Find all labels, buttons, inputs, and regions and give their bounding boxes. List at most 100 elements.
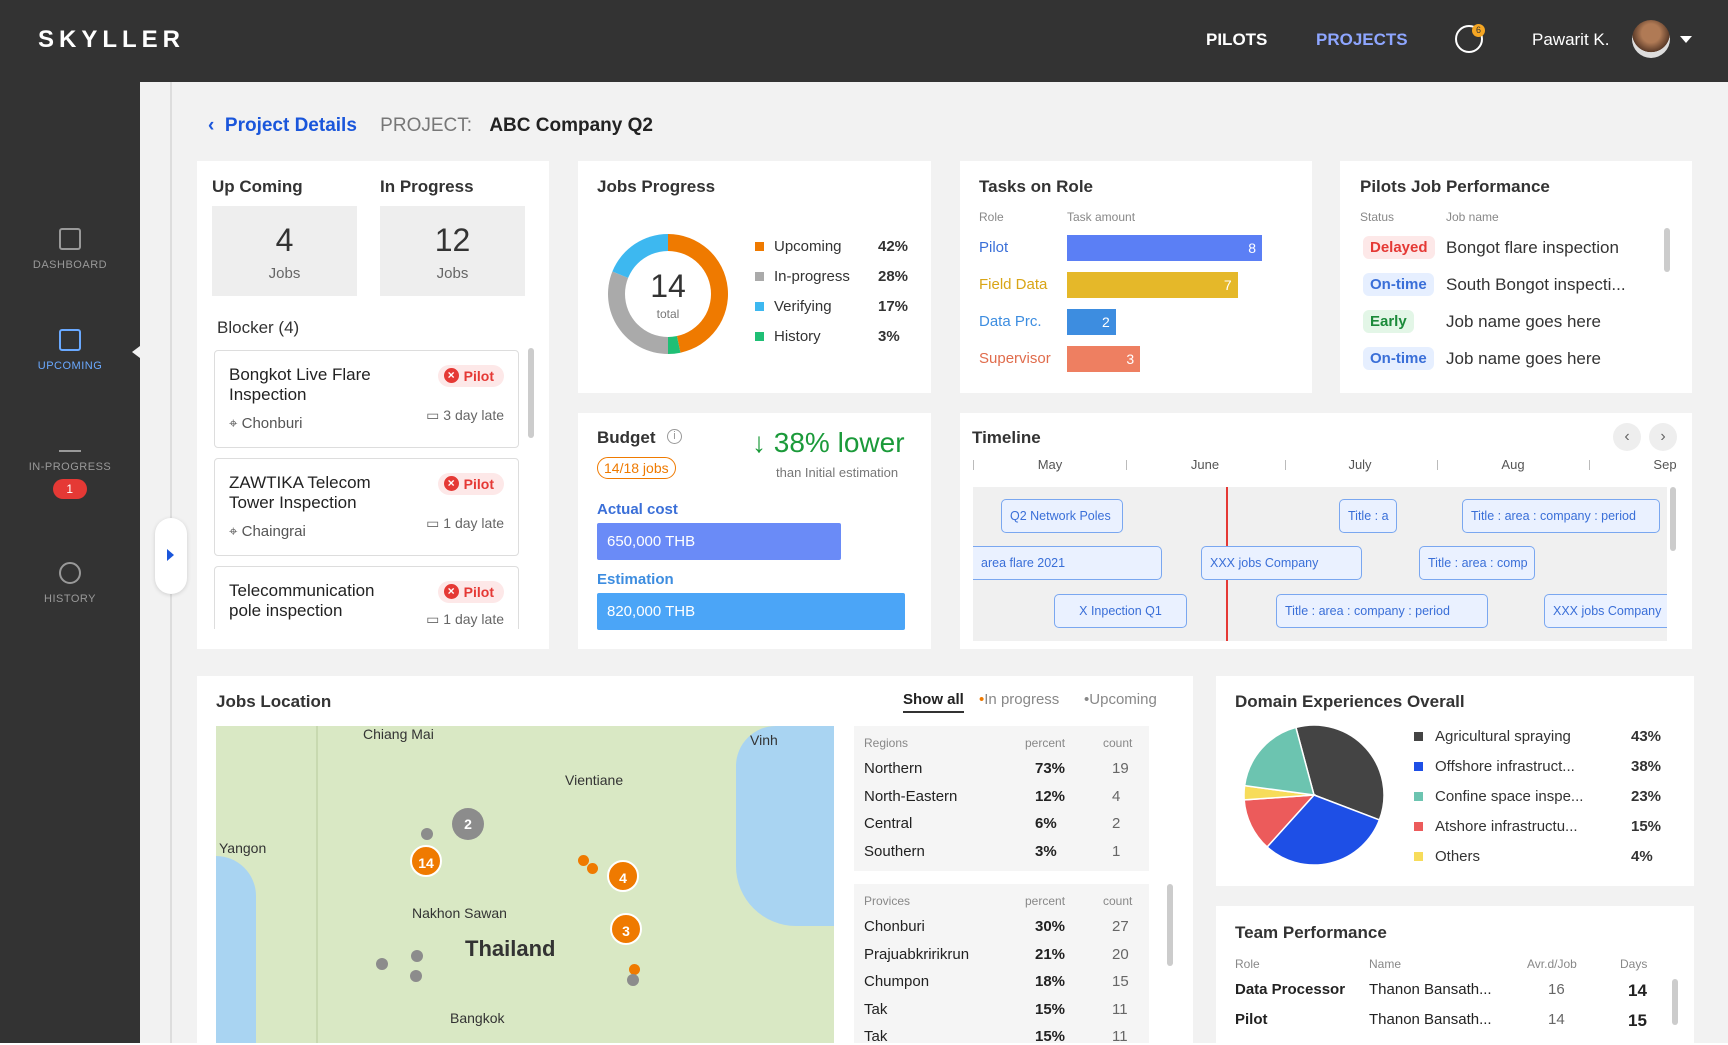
- scrollbar[interactable]: [1670, 487, 1676, 551]
- timeline-event[interactable]: area flare 2021: [973, 546, 1162, 580]
- blocker-tag: Pilot: [437, 473, 504, 495]
- pilots-col-job: Job name: [1446, 210, 1499, 224]
- history-icon: [59, 562, 81, 584]
- team-card: [1216, 906, 1694, 1043]
- legend-label: In-progress: [774, 268, 850, 285]
- sidebar-item-history[interactable]: HISTORY: [0, 562, 140, 605]
- table-cell: 21%: [1035, 945, 1066, 963]
- nav-pilots[interactable]: PILOTS: [1206, 30, 1268, 49]
- map-pin[interactable]: [587, 863, 598, 874]
- back-link[interactable]: ‹ Project Details: [208, 115, 357, 136]
- blocker-item[interactable]: Bongkot Live Flare Inspection ⌖ Chonburi…: [214, 350, 519, 448]
- map-pin[interactable]: [421, 828, 433, 840]
- tasks-col-amount: Task amount: [1067, 210, 1136, 224]
- legend-item: Atshore infrastructu... 15%: [1414, 818, 1664, 835]
- map-cluster[interactable]: 14: [410, 845, 442, 877]
- legend-percent: 17%: [878, 298, 909, 315]
- map-cluster[interactable]: 2: [452, 808, 484, 840]
- timeline-event[interactable]: Title : area : company : period: [1276, 594, 1488, 628]
- legend-label: Upcoming: [774, 238, 842, 255]
- table-header: percent: [1025, 894, 1066, 908]
- avatar[interactable]: [1632, 20, 1670, 58]
- sidebar-item-dashboard[interactable]: DASHBOARD: [0, 228, 140, 271]
- job-name[interactable]: Job name goes here: [1446, 349, 1601, 368]
- job-name[interactable]: Job name goes here: [1446, 312, 1601, 331]
- status-badge: On-time: [1363, 347, 1434, 370]
- upcoming-count-box[interactable]: 4 Jobs: [212, 206, 357, 296]
- table-cell: 27: [1112, 918, 1129, 935]
- chevron-left-icon[interactable]: ‹: [1613, 423, 1641, 451]
- table-cell: Chonburi: [864, 918, 925, 935]
- legend-swatch: [1414, 852, 1423, 861]
- filter-show-all[interactable]: Show all: [903, 691, 964, 713]
- table-cell: 11: [1112, 1000, 1128, 1018]
- legend-swatch: [1414, 732, 1423, 741]
- map-label: Nakhon Sawan: [412, 905, 507, 921]
- table-header: Name: [1369, 957, 1402, 971]
- timeline-month: May: [1037, 457, 1063, 472]
- inprogress-count-box[interactable]: 12 Jobs: [380, 206, 525, 296]
- job-name[interactable]: Bongot flare inspection: [1446, 238, 1619, 257]
- sidebar-item-inprogress[interactable]: IN-PROGRESS 1: [0, 430, 140, 499]
- blocker-item[interactable]: ZAWTIKA Telecom Tower Inspection ⌖ Chain…: [214, 458, 519, 556]
- chevron-right-icon: [167, 549, 174, 561]
- task-bar[interactable]: 3: [1067, 346, 1141, 372]
- domain-title: Domain Experiences Overall: [1235, 692, 1465, 711]
- info-icon[interactable]: i: [667, 429, 682, 444]
- timeline-event[interactable]: Title : area : comp: [1419, 546, 1535, 580]
- chevron-right-icon[interactable]: ›: [1649, 423, 1677, 451]
- scrollbar[interactable]: [1672, 979, 1678, 1025]
- table-cell: 12%: [1035, 787, 1066, 805]
- chevron-down-icon[interactable]: [1680, 36, 1692, 43]
- timeline-event[interactable]: Q2 Network Poles: [1001, 499, 1123, 533]
- regions-table: [854, 726, 1149, 871]
- map[interactable]: Chiang Mai Vinh Vientiane Yangon Nakhon …: [216, 726, 834, 1043]
- job-name[interactable]: South Bongot inspecti...: [1446, 275, 1626, 294]
- sidebar-item-upcoming[interactable]: UPCOMING: [0, 329, 140, 372]
- timeline-event[interactable]: X Inpection Q1: [1054, 594, 1187, 628]
- timeline-event[interactable]: XXX jobs Company: [1544, 594, 1667, 628]
- task-role-label: Supervisor: [979, 350, 1051, 367]
- actual-cost-bar: 650,000 THB: [597, 523, 842, 560]
- map-pin[interactable]: [578, 855, 589, 866]
- estimation-label: Estimation: [597, 571, 674, 588]
- task-bar[interactable]: 2: [1067, 309, 1116, 335]
- map-cluster[interactable]: 4: [607, 860, 639, 892]
- map-pin[interactable]: [629, 964, 640, 975]
- blocker-item-title: ZAWTIKA Telecom Tower Inspection: [229, 473, 371, 512]
- blocker-item[interactable]: Telecommunication pole inspection Pilot …: [214, 566, 519, 629]
- table-cell: 15: [1112, 973, 1129, 990]
- table-cell: Northern: [864, 760, 923, 777]
- timeline-event[interactable]: XXX jobs Company: [1201, 546, 1362, 580]
- table-header: Avr.d/Job: [1527, 957, 1577, 971]
- pie-slice[interactable]: [1266, 794, 1381, 866]
- timeline-month: Aug: [1501, 457, 1525, 472]
- map-pin[interactable]: [376, 958, 388, 970]
- status-badge: 1: [53, 479, 87, 499]
- filter-upcoming[interactable]: •Upcoming: [1084, 691, 1157, 708]
- map-cluster[interactable]: 3: [610, 913, 642, 945]
- user-name[interactable]: Pawarit K.: [1532, 30, 1610, 49]
- pilots-col-status: Status: [1360, 210, 1395, 224]
- timeline-event[interactable]: Title : area : company : period: [1462, 499, 1660, 533]
- nav-projects[interactable]: PROJECTS: [1316, 30, 1408, 49]
- task-bar[interactable]: 8: [1067, 235, 1262, 261]
- task-role-label: Field Data: [979, 276, 1048, 293]
- filter-in-progress[interactable]: •In progress: [979, 691, 1060, 708]
- table-cell: Thanon Bansath...: [1369, 1011, 1492, 1028]
- scrollbar[interactable]: [1664, 228, 1670, 272]
- map-pin[interactable]: [411, 950, 423, 962]
- bell-icon[interactable]: [1455, 25, 1483, 53]
- table-cell: 3%: [1035, 842, 1057, 860]
- map-pin[interactable]: [627, 974, 639, 986]
- task-bar[interactable]: 7: [1067, 272, 1238, 298]
- project-label: PROJECT:: [380, 115, 473, 136]
- plane-icon: [59, 430, 81, 452]
- pie-slice[interactable]: [1243, 726, 1316, 796]
- timeline-event[interactable]: Title : a: [1339, 499, 1397, 533]
- expand-toggle[interactable]: [155, 518, 187, 594]
- legend-label: History: [774, 328, 821, 345]
- map-pin[interactable]: [410, 970, 422, 982]
- scrollbar[interactable]: [528, 348, 534, 438]
- scrollbar[interactable]: [1167, 884, 1173, 966]
